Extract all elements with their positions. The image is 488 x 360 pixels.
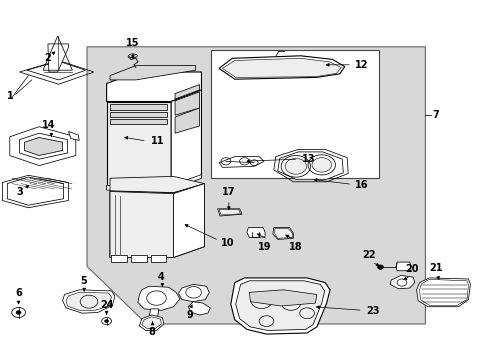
Polygon shape	[110, 176, 204, 193]
Polygon shape	[106, 175, 201, 190]
Polygon shape	[175, 92, 199, 115]
Polygon shape	[110, 66, 195, 80]
Polygon shape	[277, 152, 343, 179]
Polygon shape	[110, 192, 173, 257]
Polygon shape	[149, 309, 159, 318]
Polygon shape	[48, 44, 68, 72]
Polygon shape	[395, 262, 410, 271]
Text: 21: 21	[428, 263, 442, 273]
Text: 8: 8	[148, 327, 155, 337]
Polygon shape	[246, 228, 264, 238]
Polygon shape	[175, 108, 199, 133]
Polygon shape	[217, 209, 242, 216]
Polygon shape	[68, 131, 79, 140]
Polygon shape	[178, 284, 209, 302]
Text: 17: 17	[222, 187, 235, 197]
Text: 18: 18	[288, 242, 302, 252]
Polygon shape	[138, 286, 180, 310]
Polygon shape	[219, 210, 240, 215]
Polygon shape	[110, 119, 167, 124]
Polygon shape	[274, 229, 292, 238]
Polygon shape	[139, 315, 163, 330]
Polygon shape	[110, 184, 204, 257]
Text: 13: 13	[302, 154, 315, 164]
Polygon shape	[230, 278, 329, 334]
Polygon shape	[106, 102, 171, 187]
Text: 24: 24	[100, 300, 113, 310]
Polygon shape	[219, 157, 264, 167]
Text: 1: 1	[7, 91, 14, 102]
Polygon shape	[188, 302, 210, 315]
Text: 2: 2	[44, 53, 51, 63]
Text: 3: 3	[16, 186, 23, 197]
Text: 5: 5	[80, 276, 86, 286]
Polygon shape	[171, 90, 201, 187]
Text: 16: 16	[354, 180, 367, 190]
Polygon shape	[222, 58, 341, 77]
Text: 6: 6	[15, 288, 22, 298]
Polygon shape	[389, 275, 414, 289]
Polygon shape	[106, 72, 201, 102]
Text: 10: 10	[221, 238, 234, 248]
Polygon shape	[110, 104, 167, 110]
Polygon shape	[131, 255, 146, 262]
Polygon shape	[66, 292, 111, 310]
Text: 19: 19	[258, 242, 271, 252]
Circle shape	[377, 265, 383, 269]
Polygon shape	[10, 127, 76, 166]
Polygon shape	[235, 281, 324, 330]
Text: 22: 22	[362, 250, 375, 260]
Polygon shape	[142, 317, 161, 328]
Text: 15: 15	[126, 37, 140, 48]
Text: 7: 7	[432, 110, 439, 120]
Polygon shape	[249, 290, 316, 306]
Text: 12: 12	[354, 60, 367, 70]
Polygon shape	[175, 85, 199, 99]
Polygon shape	[62, 290, 115, 313]
Polygon shape	[24, 138, 62, 156]
Polygon shape	[110, 112, 167, 117]
Circle shape	[104, 320, 108, 323]
Polygon shape	[111, 255, 127, 262]
Text: 9: 9	[186, 310, 193, 320]
Circle shape	[16, 311, 21, 314]
Text: 14: 14	[42, 120, 56, 130]
Polygon shape	[416, 278, 469, 307]
Polygon shape	[87, 47, 425, 324]
Polygon shape	[211, 50, 378, 178]
Polygon shape	[27, 61, 85, 80]
Polygon shape	[150, 255, 166, 262]
Text: 4: 4	[158, 271, 164, 282]
Polygon shape	[173, 184, 204, 257]
Polygon shape	[272, 228, 293, 239]
Circle shape	[311, 158, 331, 172]
Circle shape	[285, 158, 306, 174]
Text: 23: 23	[365, 306, 379, 316]
Text: 11: 11	[150, 136, 164, 146]
Polygon shape	[219, 56, 344, 79]
Text: 20: 20	[404, 264, 418, 274]
Polygon shape	[7, 177, 63, 205]
